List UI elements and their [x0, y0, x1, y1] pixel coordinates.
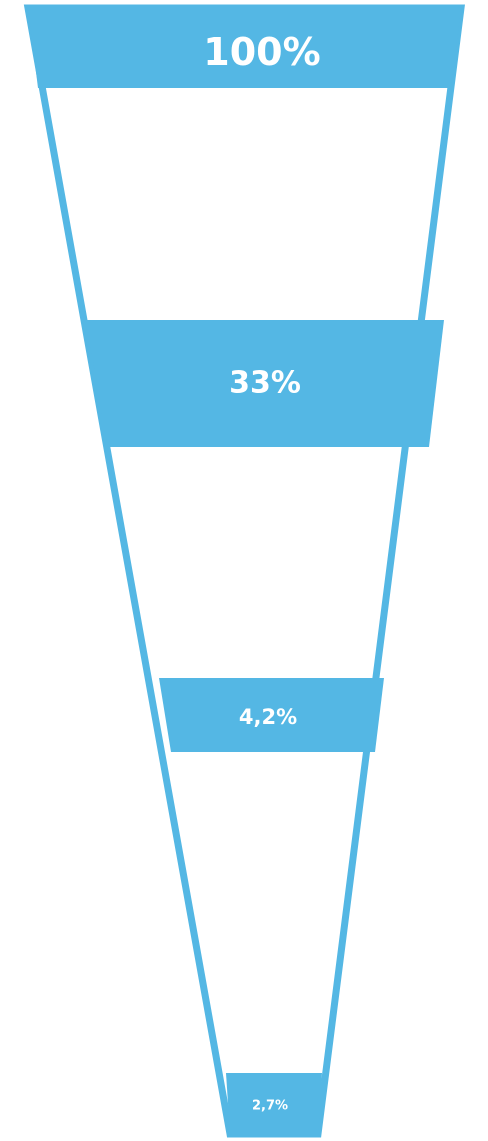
funnel-stage-3-band — [159, 678, 384, 752]
funnel-stage-1-label: 100% — [203, 30, 320, 74]
funnel-stage-1-band — [28, 8, 461, 88]
funnel-stage-2-band — [86, 320, 444, 447]
funnel-stage-4-label: 2,7% — [252, 1099, 288, 1114]
funnel-outline — [23, 4, 465, 1138]
funnel-stage-3-label: 4,2% — [239, 705, 297, 729]
funnel-stage-4-band — [226, 1073, 322, 1134]
funnel-stage-2-label: 33% — [229, 366, 301, 401]
